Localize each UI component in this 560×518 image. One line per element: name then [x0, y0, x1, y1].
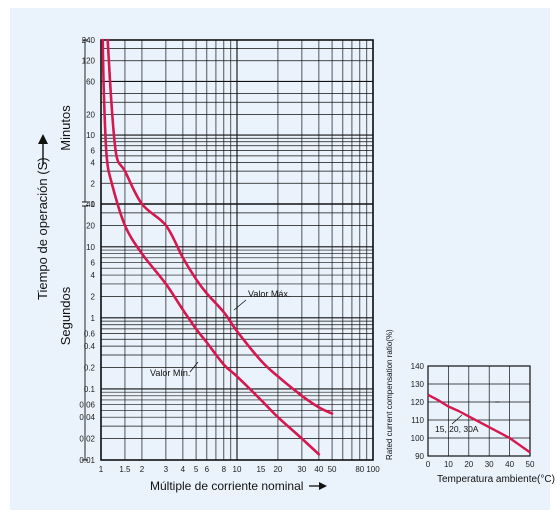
inset-grid — [427, 365, 531, 457]
main-curves — [101, 38, 334, 456]
y-tick-label-seconds: 0.04 — [79, 413, 95, 422]
y-axis-title: Tiempo de operación (S) — [35, 157, 50, 300]
x-tick-label: 4 — [181, 465, 186, 474]
x-tick-label: 40 — [314, 465, 323, 474]
y-tick-label-minutes: 6 — [91, 146, 96, 155]
inset-y-tick-label: 120 — [411, 398, 425, 407]
y-axis-arrowhead-icon — [38, 134, 48, 144]
annotation-valor-max-leader — [233, 299, 247, 311]
inset-x-tick-label: 50 — [526, 460, 535, 469]
inset-tick-labels: 0 10 20 30 40 50 90 100 110 120 130 140 — [411, 362, 535, 469]
y-tick-label-seconds: 0.06 — [79, 401, 95, 410]
x-axis-arrowhead-icon — [319, 482, 327, 490]
seconds-bracket — [82, 205, 88, 461]
y-tick-label-seconds: 4 — [91, 271, 96, 280]
inset-y-axis-title: Rated current compensation ratio(%) — [385, 329, 394, 460]
main-tick-labels: 1 1.5 2 3 4 5 6 8 10 15 20 30 40 50 80 1002401206020106… — [79, 36, 380, 474]
inset-x-tick-label: 30 — [485, 460, 494, 469]
y-tick-label-seconds: 0.02 — [79, 435, 95, 444]
y-tick-label-seconds: 0.01 — [79, 456, 95, 465]
main-grid — [100, 39, 374, 461]
y-tick-label-minutes: 2 — [91, 179, 96, 188]
x-tick-label: 50 — [328, 465, 337, 474]
y-tick-label-seconds: 2 — [91, 292, 96, 301]
inset-curve — [427, 393, 531, 454]
series-valor-min-line — [101, 38, 321, 456]
y-tick-label-seconds: 0.4 — [84, 342, 96, 351]
y-tick-label-seconds: 6 — [91, 259, 96, 268]
x-tick-label: 1 — [99, 465, 104, 474]
x-tick-label: 6 — [205, 465, 210, 474]
x-tick-label: 1.5 — [119, 465, 131, 474]
inset-x-tick-label: 20 — [464, 460, 473, 469]
seconds-label: Segundos — [58, 286, 73, 345]
x-axis-title: Múltiple de corriente nominal — [150, 479, 303, 493]
x-tick-label: 20 — [273, 465, 282, 474]
y-tick-label-minutes: 1 — [91, 200, 96, 209]
inset-y-tick-label: 90 — [415, 452, 424, 461]
x-tick-label: 100 — [366, 465, 380, 474]
y-tick-label-seconds: 0.2 — [84, 364, 96, 373]
inset-annotation: 15, 20, 30A — [435, 424, 479, 434]
x-tick-label: 8 — [222, 465, 227, 474]
y-tick-label-seconds: 10 — [86, 243, 95, 252]
y-tick-label-seconds: 0.6 — [84, 330, 96, 339]
inset-y-tick-label: 140 — [411, 362, 425, 371]
annotation-valor-min: Valor Mín. — [150, 368, 190, 378]
annotation-valor-max: Valor Máx. — [248, 289, 290, 299]
y-group-brackets — [82, 39, 88, 461]
minutes-bracket — [82, 39, 88, 203]
y-tick-label-minutes: 20 — [86, 110, 95, 119]
y-tick-label-seconds: 20 — [86, 221, 95, 230]
inset-series-line — [427, 393, 531, 454]
y-tick-label-seconds: 40 — [86, 200, 95, 209]
x-tick-label: 2 — [140, 465, 145, 474]
x-tick-label: 5 — [194, 465, 199, 474]
y-tick-label-minutes: 240 — [82, 36, 96, 45]
inset-x-axis-title: Temperatura ambiente(°C) — [437, 474, 555, 485]
series-valor-max-line — [106, 38, 334, 415]
x-tick-label: 80 — [355, 465, 364, 474]
inset-x-tick-label: 0 — [426, 460, 431, 469]
x-tick-label: 10 — [233, 465, 242, 474]
inset-annotation-leader — [451, 414, 463, 425]
y-tick-label-minutes: 10 — [86, 131, 95, 140]
annotation-valor-min-leader — [189, 361, 199, 373]
inset-y-tick-label: 100 — [411, 434, 425, 443]
x-tick-label: 15 — [256, 465, 265, 474]
x-tick-label: 30 — [297, 465, 306, 474]
y-tick-label-minutes: 4 — [91, 159, 96, 168]
inset-x-tick-label: 10 — [444, 460, 453, 469]
x-tick-label: 3 — [164, 465, 169, 474]
inset-y-axis-title-text: Rated current compensation ratio(%) — [385, 329, 394, 460]
minutes-label: Minutos — [58, 105, 73, 151]
inset-y-tick-label: 130 — [411, 380, 425, 389]
y-tick-label-minutes: 60 — [86, 77, 95, 86]
y-tick-label-minutes: 120 — [82, 57, 96, 66]
inset-y-tick-label: 110 — [411, 416, 424, 425]
y-tick-label-seconds: 0.1 — [84, 385, 96, 394]
y-tick-label-seconds: 1 — [91, 314, 96, 323]
inset-x-tick-label: 40 — [505, 460, 514, 469]
